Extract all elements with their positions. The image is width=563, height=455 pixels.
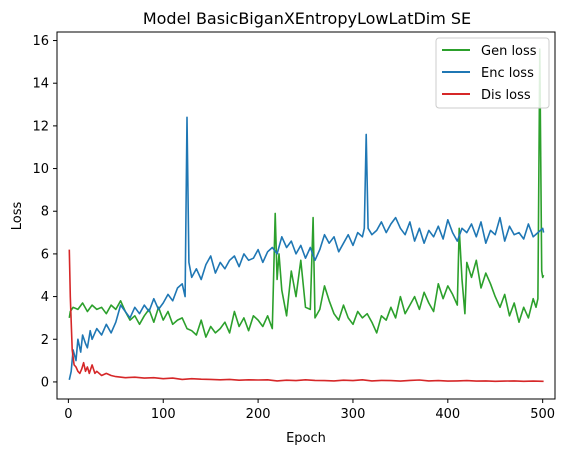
series-line-gen-loss (68, 48, 545, 338)
legend-frame (435, 37, 550, 109)
legend-label-gen-loss: Gen loss (481, 44, 537, 59)
plot-lines (68, 48, 545, 383)
chart-title: Model BasicBiganXEntropyLowLatDim SE (143, 9, 471, 28)
y-tick-label: 2 (41, 333, 49, 348)
y-axis-label: Loss (10, 202, 25, 231)
x-tick-label: 400 (435, 407, 460, 422)
x-tick-label: 0 (64, 407, 72, 422)
x-tick-label: 200 (246, 407, 271, 422)
y-tick-label: 0 (41, 375, 49, 390)
y-axis-ticks: 0 2 4 6 8 10 12 14 16 (32, 34, 57, 390)
y-tick-label: 6 (41, 247, 49, 262)
y-tick-label: 4 (41, 290, 49, 305)
x-axis-ticks: 0 100 200 300 400 500 (64, 399, 555, 422)
legend-label-enc-loss: Enc loss (481, 66, 534, 81)
plot-frame (56, 31, 556, 400)
y-tick-label: 12 (32, 119, 49, 134)
x-axis-label: Epoch (286, 431, 326, 446)
x-tick-label: 500 (530, 407, 555, 422)
y-tick-label: 10 (32, 162, 49, 177)
x-tick-label: 300 (341, 407, 366, 422)
x-tick-label: 100 (151, 407, 176, 422)
series-line-dis-loss (68, 249, 544, 383)
legend-label-dis-loss: Dis loss (481, 88, 531, 103)
y-tick-label: 16 (32, 34, 49, 49)
y-tick-label: 8 (41, 205, 49, 220)
series-line-enc-loss (68, 116, 545, 380)
y-tick-label: 14 (32, 77, 49, 92)
legend: Gen loss Enc loss Dis loss (435, 37, 550, 109)
